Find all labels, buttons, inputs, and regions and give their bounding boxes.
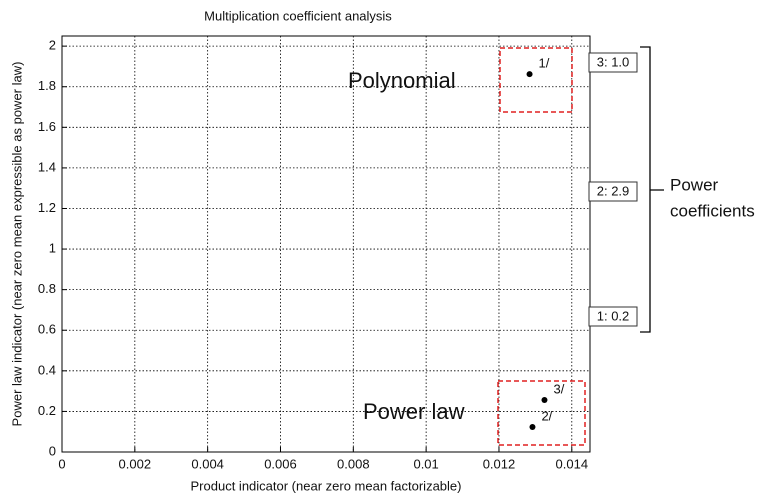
y-axis-label: Power law indicator (near zero mean expr… (9, 62, 24, 427)
y-tick-label: 1.2 (38, 200, 56, 215)
point-label: 2/ (541, 408, 552, 423)
highlight-box (499, 47, 573, 113)
y-tick-label: 0.4 (38, 362, 56, 377)
x-tick-label: 0.004 (191, 456, 224, 471)
point-label: 3/ (553, 381, 564, 396)
y-tick-label: 0.2 (38, 403, 56, 418)
annotation: Polynomial (348, 68, 456, 93)
bracket (640, 46, 664, 333)
y-tick-label: 0 (49, 443, 56, 458)
annotation: Power law (363, 399, 465, 424)
coefficient-box (588, 181, 638, 202)
x-tick-label: 0.002 (119, 456, 152, 471)
point-label: 1/ (539, 56, 550, 71)
y-tick-label: 1.8 (38, 78, 56, 93)
x-tick-label: 0.006 (264, 456, 297, 471)
y-tick-label: 1 (49, 241, 56, 256)
x-tick-label: 0.01 (413, 456, 438, 471)
coefficient-label: 1: 0.2 (597, 308, 630, 323)
coefficient-box (588, 306, 638, 327)
point (526, 71, 533, 78)
y-tick-label: 1.4 (38, 159, 56, 174)
y-tick-label: 0.6 (38, 322, 56, 337)
point (529, 424, 536, 431)
plot-frame (61, 35, 591, 453)
bracket-label: coefficients (670, 201, 755, 220)
y-tick-label: 2 (49, 38, 56, 53)
x-tick-label: 0 (58, 456, 65, 471)
x-tick-label: 0.008 (337, 456, 370, 471)
y-tick-label: 0.8 (38, 281, 56, 296)
coefficient-label: 2: 2.9 (597, 183, 630, 198)
coefficient-label: 3: 1.0 (597, 54, 630, 69)
x-axis-label: Product indicator (near zero mean factor… (191, 478, 462, 493)
x-tick-label: 0.014 (556, 456, 589, 471)
highlight-box (497, 380, 586, 446)
coefficient-box (588, 52, 638, 73)
chart-title: Multiplication coefficient analysis (204, 8, 392, 23)
bracket-label: Power (670, 175, 719, 194)
x-tick-label: 0.012 (483, 456, 516, 471)
point (541, 397, 548, 404)
y-tick-label: 1.6 (38, 119, 56, 134)
